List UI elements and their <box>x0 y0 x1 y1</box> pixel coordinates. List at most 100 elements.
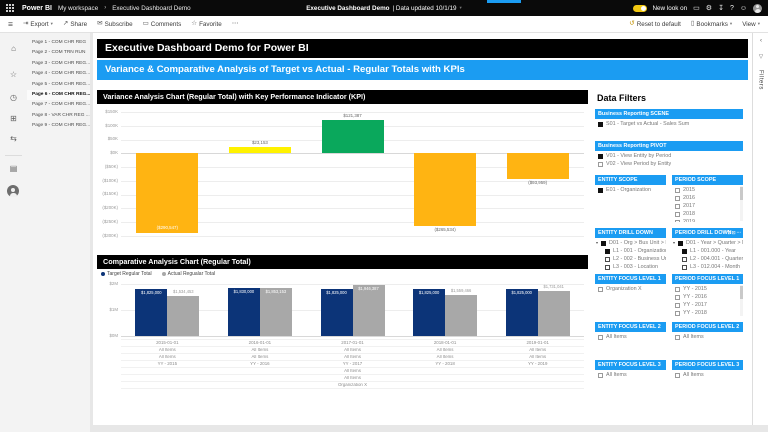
filter-checkbox-item[interactable]: S01 - Target vs Actual - Sales Sum <box>595 120 743 128</box>
checkbox-icon[interactable] <box>605 256 610 262</box>
workspaces-icon[interactable]: ▤ <box>9 164 18 173</box>
filter-checkbox-item[interactable]: 2018 <box>672 210 743 218</box>
target-bar[interactable] <box>227 288 260 336</box>
checkbox-icon[interactable] <box>682 264 687 270</box>
checkbox-icon[interactable] <box>675 187 680 193</box>
favorites-icon[interactable]: ☆ <box>9 70 18 79</box>
recent-icon[interactable]: ◷ <box>10 93 17 102</box>
scrollbar-thumb[interactable] <box>740 286 743 299</box>
filter-checkbox-item[interactable]: ▾ D01 - Org > Bus Unit > Loc... <box>595 239 666 247</box>
variance-bar[interactable] <box>228 146 291 154</box>
checkbox-icon[interactable] <box>598 286 603 292</box>
checkbox-icon[interactable] <box>598 121 603 127</box>
comments-button[interactable]: ▭ Comments <box>143 20 182 27</box>
sidebar-page-item[interactable]: Page 3 - COM CHR REG... <box>32 60 90 66</box>
filter-checkbox-item[interactable]: 2016 <box>672 194 743 202</box>
filter-checkbox-item[interactable]: 2015 <box>672 186 743 194</box>
filter-checkbox-item[interactable]: L1 - 001 - Organization <box>595 247 666 255</box>
export-button[interactable]: ⇥ Export ▾ <box>23 20 53 27</box>
settings-icon[interactable]: ⚙ <box>705 4 713 12</box>
checkbox-icon[interactable] <box>598 334 603 340</box>
sidebar-page-item[interactable]: Page 6 - COM CHR REG... <box>27 90 90 100</box>
target-bar[interactable] <box>505 288 538 336</box>
expand-caret-icon[interactable]: ▾ <box>673 240 676 245</box>
checkbox-icon[interactable] <box>675 334 680 340</box>
checkbox-icon[interactable] <box>598 161 603 167</box>
target-bar[interactable] <box>413 288 446 336</box>
sidebar-page-item[interactable]: Page 9 - COM CHR REG... <box>32 123 90 129</box>
sidebar-page-item[interactable]: Page 4 - COM CHR REG... <box>32 71 90 77</box>
checkbox-icon[interactable] <box>605 264 610 270</box>
variance-bar[interactable] <box>414 153 477 227</box>
sidebar-page-item[interactable]: Page 5 - COM CHR REG... <box>32 81 90 87</box>
sidebar-page-item[interactable]: Page 2 - COM TRN RUN <box>32 50 86 56</box>
variance-bar[interactable] <box>506 153 569 180</box>
filter-checkbox-item[interactable]: L3 - 012.004 - Month <box>672 263 743 271</box>
filter-checkbox-item[interactable]: All Items <box>672 333 743 341</box>
filter-checkbox-item[interactable]: All Items <box>672 371 743 379</box>
checkbox-icon[interactable] <box>675 219 680 222</box>
actual-bar[interactable] <box>167 296 200 336</box>
more-button[interactable]: ⋯ <box>232 20 239 28</box>
checkbox-icon[interactable] <box>678 240 684 246</box>
filter-checkbox-item[interactable]: YY - 2018 <box>672 309 743 317</box>
checkbox-icon[interactable] <box>675 294 680 300</box>
scrollbar-thumb[interactable] <box>740 187 743 200</box>
home-icon[interactable]: ⌂ <box>11 44 16 53</box>
breadcrumb-workspace[interactable]: My workspace <box>57 4 99 12</box>
checkbox-icon[interactable] <box>682 248 687 254</box>
checkbox-icon[interactable] <box>598 153 603 159</box>
variance-bar[interactable] <box>136 153 199 234</box>
breadcrumb-report[interactable]: Executive Dashboard Demo <box>112 4 191 12</box>
expand-caret-icon[interactable]: ▾ <box>596 240 599 245</box>
checkbox-icon[interactable] <box>675 302 680 308</box>
checkbox-icon[interactable] <box>598 372 603 378</box>
filter-checkbox-item[interactable]: L3 - 003 - Location <box>595 263 666 271</box>
app-title[interactable]: Power BI <box>22 4 52 12</box>
shared-icon[interactable]: ⇆ <box>10 134 17 143</box>
filter-checkbox-item[interactable]: YY - 2017 <box>672 301 743 309</box>
feedback-icon[interactable]: ▭ <box>693 4 700 12</box>
hamburger-icon[interactable]: ≡ <box>8 18 13 29</box>
comparative-analysis-chart[interactable]: Comparative Analysis Chart (Regular Tota… <box>97 255 588 423</box>
my-workspace-avatar[interactable] <box>7 185 19 197</box>
filter-checkbox-item[interactable]: YY - 2015 <box>672 285 743 293</box>
view-button[interactable]: View ▾ <box>742 21 760 28</box>
checkbox-icon[interactable] <box>601 240 607 246</box>
filter-checkbox-item[interactable]: V02 - View Period by Entity <box>595 160 743 168</box>
checkbox-icon[interactable] <box>605 248 610 254</box>
filter-checkbox-item[interactable]: All Items <box>595 333 666 341</box>
filter-checkbox-item[interactable]: L2 - 004.001 - Quarter <box>672 255 743 263</box>
subscribe-button[interactable]: ✉ Subscribe <box>97 20 132 27</box>
chevron-down-icon[interactable]: ▾ <box>459 5 462 10</box>
filter-checkbox-item[interactable]: E01 - Organization <box>595 186 666 194</box>
variance-analysis-chart[interactable]: Variance Analysis Chart (Regular Total) … <box>97 90 588 248</box>
sidebar-page-item[interactable]: Page 8 - VAR CHR REG ... <box>32 112 90 118</box>
checkbox-icon[interactable] <box>675 372 680 378</box>
checkbox-icon[interactable] <box>675 211 680 217</box>
reset-to-default-button[interactable]: ↺ Reset to default <box>629 20 681 27</box>
apps-icon[interactable]: ⊞ <box>10 114 17 123</box>
share-button[interactable]: ↗ Share <box>63 20 87 27</box>
sidebar-page-item[interactable]: Page 7 - COM CHR REG... <box>32 102 90 108</box>
filter-checkbox-item[interactable]: L1 - 001.000 - Year <box>672 247 743 255</box>
actual-bar[interactable] <box>352 285 385 336</box>
sidebar-page-item[interactable]: Page 1 - COM CHR REG <box>32 40 87 45</box>
actual-bar[interactable] <box>537 290 570 336</box>
filter-checkbox-item[interactable]: 2019 <box>672 218 743 222</box>
help-icon[interactable]: ? <box>729 4 734 12</box>
download-icon[interactable]: ↧ <box>718 4 724 12</box>
filter-checkbox-item[interactable]: L2 - 002 - Business Unit <box>595 255 666 263</box>
target-bar[interactable] <box>135 288 168 336</box>
variance-bar[interactable] <box>321 119 384 154</box>
filter-checkbox-item[interactable]: 2017 <box>672 202 743 210</box>
account-avatar[interactable] <box>753 3 762 13</box>
checkbox-icon[interactable] <box>598 187 603 193</box>
smiley-icon[interactable]: ☺ <box>739 4 747 12</box>
actual-bar[interactable] <box>445 295 478 336</box>
app-launcher-icon[interactable] <box>6 4 14 12</box>
actual-bar[interactable] <box>259 287 292 336</box>
filter-checkbox-item[interactable]: V01 - View Entity by Period <box>595 152 743 160</box>
bookmarks-button[interactable]: ▯ Bookmarks ▾ <box>691 20 732 27</box>
checkbox-icon[interactable] <box>675 286 680 292</box>
